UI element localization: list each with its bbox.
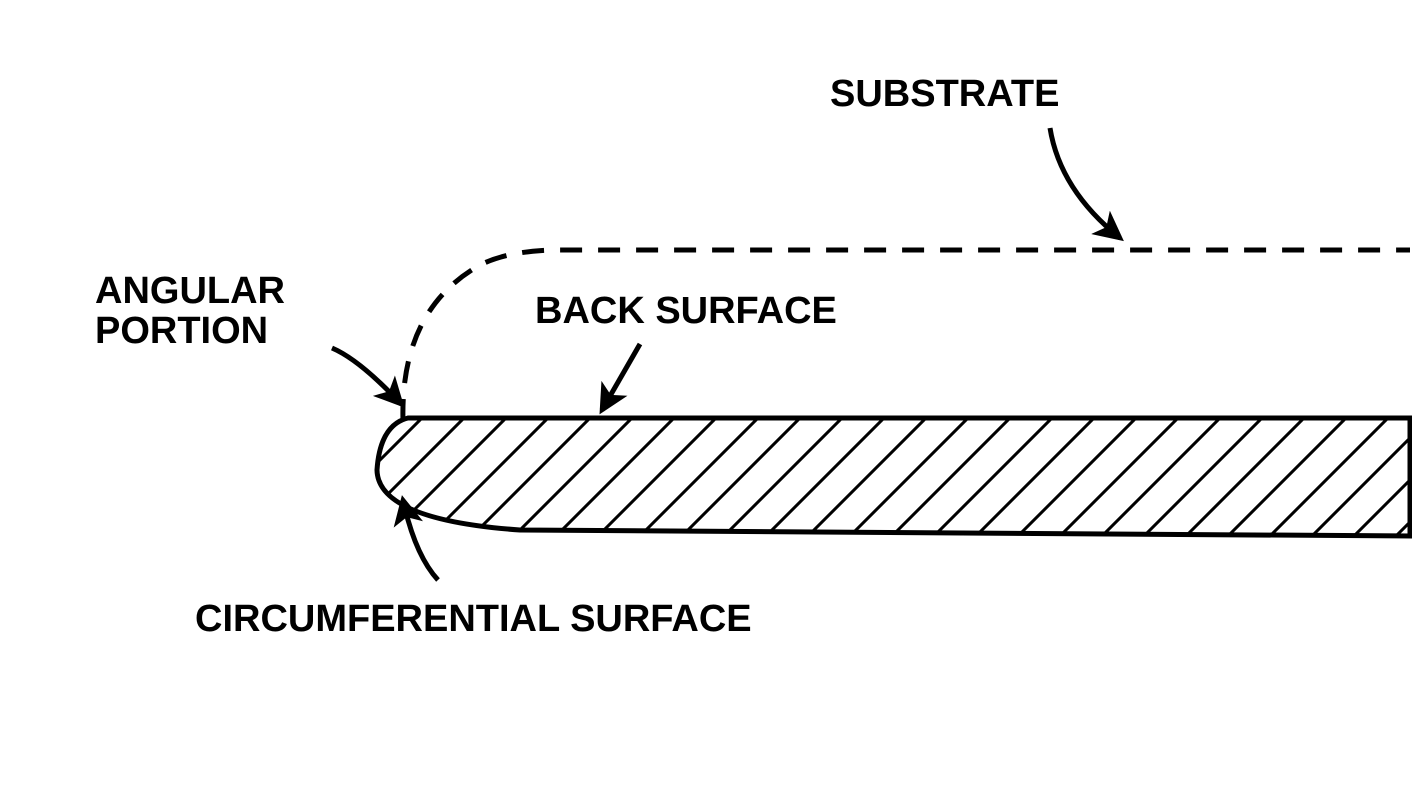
substrate-leader <box>1050 128 1120 238</box>
back-surface-leader <box>602 344 640 410</box>
angular-portion-leader <box>332 348 401 404</box>
angular-portion-label: ANGULAR PORTION <box>95 272 285 352</box>
substrate-cross-section <box>377 418 1410 536</box>
substrate-outline-dashed <box>403 250 1410 421</box>
substrate-label: SUBSTRATE <box>830 75 1059 115</box>
circumferential-surface-label: CIRCUMFERENTIAL SURFACE <box>195 600 752 640</box>
back-surface-label: BACK SURFACE <box>535 292 837 332</box>
